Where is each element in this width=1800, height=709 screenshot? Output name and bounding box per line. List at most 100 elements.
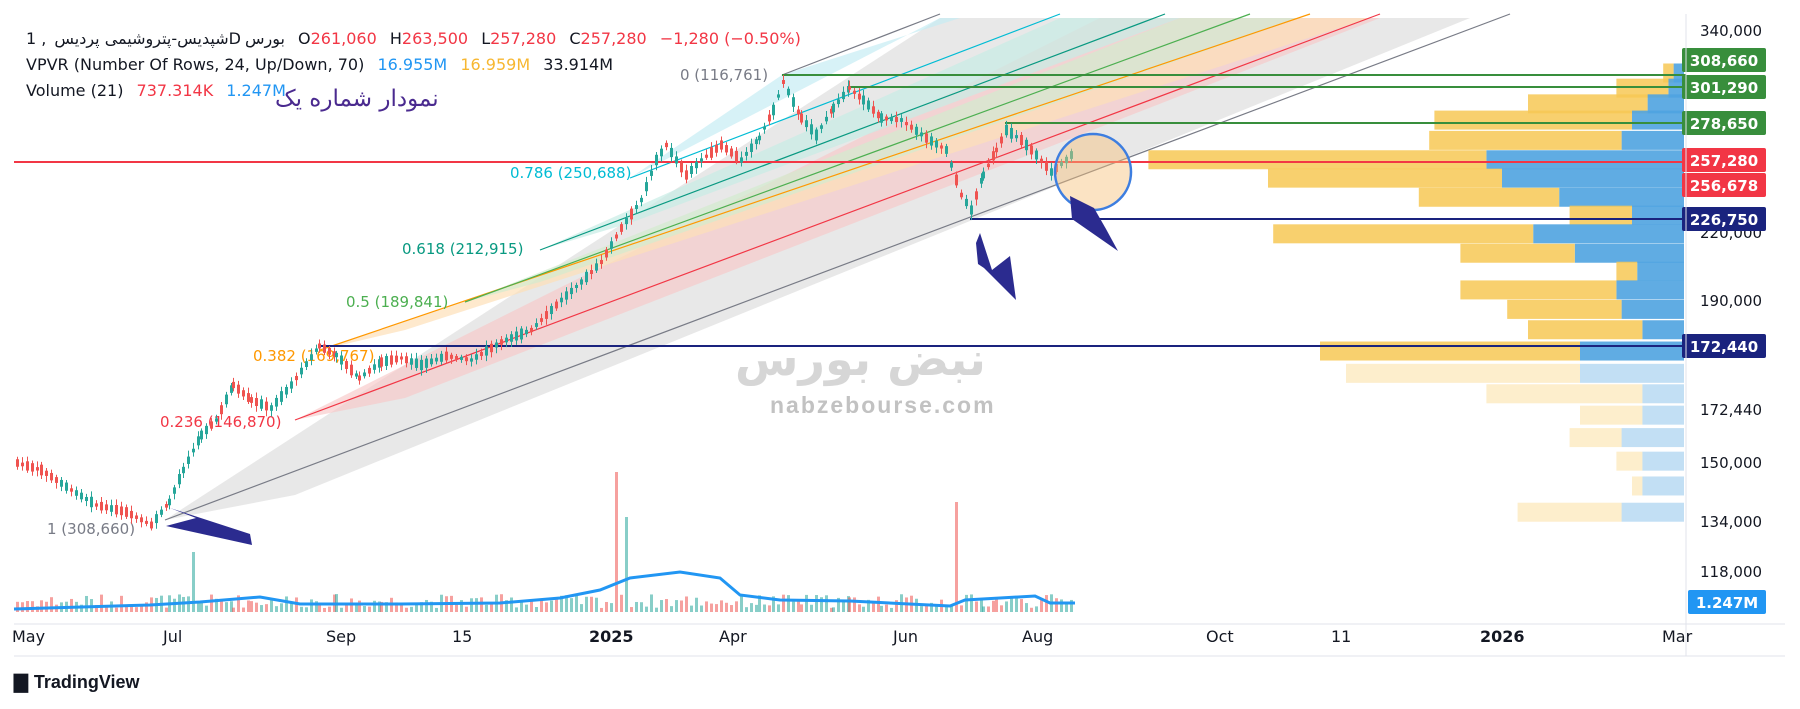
candle-body [182, 466, 185, 474]
volume-bar [880, 605, 883, 612]
legend-volume-value: 737.314K [136, 81, 214, 100]
legend-symbol-row[interactable]: 1 , شپدیس-پتروشیمی پردیسD بورس O261,060 H2… [26, 26, 809, 52]
candle-body [355, 373, 358, 377]
legend-prefix: 1 , [26, 29, 47, 48]
legend-low-label: L [481, 29, 491, 48]
candle-body [650, 170, 653, 176]
price-tick-190000: 190,000 [1700, 292, 1762, 310]
volume-bar [120, 595, 123, 612]
candle-body [335, 352, 338, 358]
candle-body [395, 355, 398, 363]
vp-row-up [1663, 63, 1674, 83]
candle-body [630, 208, 633, 220]
candle-body [750, 143, 753, 152]
candle-body [50, 472, 53, 481]
price-axis[interactable]: 340,000 220,000 190,000 172,440 150,000 … [1682, 22, 1766, 614]
candle-body [285, 386, 288, 395]
candle-body [1035, 150, 1038, 160]
volume-bar [135, 607, 138, 612]
vp-row-up [1460, 280, 1617, 300]
volume-bar [800, 604, 803, 612]
volume-bar [410, 606, 413, 612]
vp-row-up [1632, 476, 1643, 496]
candle-body [450, 354, 453, 359]
candle-body [290, 381, 293, 389]
candle-body [310, 354, 313, 361]
volume-bar [758, 595, 761, 612]
volume-bar [782, 594, 785, 612]
candle-body [333, 351, 336, 357]
badge-301290-text: 301,290 [1690, 79, 1758, 97]
candle-body [740, 157, 743, 163]
candle-body [475, 354, 478, 360]
legend-volume-row[interactable]: Volume (21) 737.314K 1.247M [26, 78, 809, 104]
volume-bar [792, 601, 795, 612]
candle-body [585, 271, 588, 283]
candle-body [745, 151, 748, 156]
candle-body [670, 147, 673, 158]
volume-bar [480, 597, 483, 612]
candle-body [660, 148, 663, 157]
candle-body [405, 356, 408, 364]
candle-body [323, 344, 326, 353]
candle-body [242, 390, 245, 397]
fib-line-0236 [294, 13, 1381, 421]
volume-bar [715, 604, 718, 612]
candle-body [173, 487, 176, 494]
candle-body [455, 356, 458, 360]
vp-row-down [1502, 168, 1684, 188]
candle-body [500, 339, 503, 345]
volume-bar [755, 604, 758, 612]
candle-body [930, 136, 933, 146]
time-axis[interactable]: May Jul Sep 15 2025 Apr Jun Aug Oct 11 2… [12, 627, 1693, 646]
volume-bar [340, 607, 343, 612]
candle-body [380, 357, 383, 367]
fib-line-1 [781, 13, 941, 76]
volume-bar [830, 607, 833, 612]
legend-volume-ma: 1.247M [226, 81, 286, 100]
candle-body [980, 178, 983, 184]
volume-bar [660, 600, 663, 612]
chart-legend: 1 , شپدیس-پتروشیمی پردیسD بورس O261,060 H2… [26, 26, 809, 104]
vp-row-down [1673, 63, 1684, 83]
badge-226750-text: 226,750 [1690, 211, 1758, 229]
candle-body [373, 364, 376, 370]
candle-body [315, 348, 318, 352]
tradingview-brand[interactable]: ▇ TradingView [14, 672, 140, 693]
candle-body [410, 358, 413, 365]
vp-row-down [1647, 94, 1684, 114]
volume-bar [300, 606, 303, 612]
candle-body [425, 358, 428, 368]
candle-body [987, 163, 990, 168]
candle-body [510, 334, 513, 342]
vp-row-up [1460, 243, 1575, 263]
candle-body [485, 346, 488, 356]
candle-body [110, 505, 113, 512]
candle-body [768, 114, 771, 122]
volume-bar [832, 607, 835, 612]
candle-body [832, 103, 835, 113]
candle-body [85, 496, 88, 502]
vp-row-up [1569, 428, 1622, 448]
volume-bar [605, 601, 608, 612]
volume-bar [635, 601, 638, 612]
badge-308660 [1682, 48, 1766, 72]
legend-vpvr-up: 16.955M [377, 55, 448, 74]
vp-row-down [1486, 150, 1684, 170]
volume-bar [378, 601, 381, 612]
volume-bar [745, 607, 748, 612]
candle-body [772, 104, 775, 116]
legend-vpvr-row[interactable]: VPVR (Number Of Rows, 24, Up/Down, 70) 1… [26, 52, 809, 78]
volume-bar [565, 595, 568, 612]
volume-bar [730, 605, 733, 612]
candle-body [515, 331, 518, 341]
candle-body [490, 343, 493, 353]
candle-body [735, 150, 738, 162]
volume-bar [665, 599, 668, 612]
volume-bar [205, 605, 208, 612]
candle-body [280, 391, 283, 402]
candle-body [940, 145, 943, 149]
candle-body [705, 154, 708, 158]
candle-body [925, 133, 928, 143]
